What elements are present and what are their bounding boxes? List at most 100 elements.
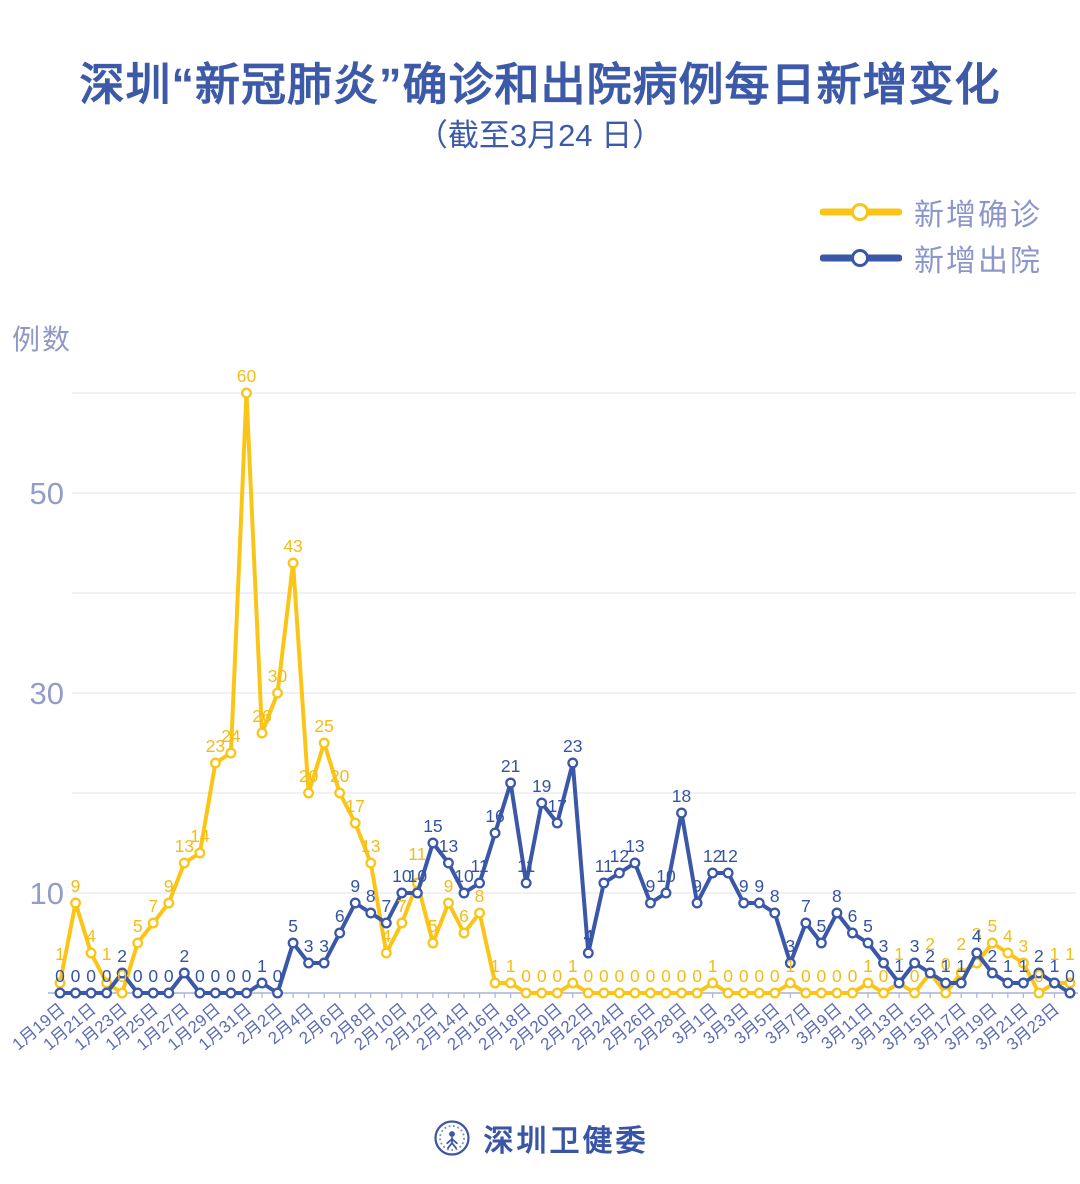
svg-text:3: 3: [1019, 936, 1029, 956]
svg-text:0: 0: [661, 966, 671, 986]
svg-text:7: 7: [148, 896, 158, 916]
gridlines: [72, 392, 1076, 894]
svg-text:14: 14: [190, 826, 210, 846]
svg-text:12: 12: [718, 846, 737, 866]
svg-text:7: 7: [397, 896, 407, 916]
svg-text:4: 4: [381, 926, 391, 946]
svg-text:0: 0: [615, 966, 625, 986]
svg-text:5: 5: [987, 916, 997, 936]
svg-text:0: 0: [226, 966, 236, 986]
svg-text:16: 16: [485, 806, 504, 826]
x-axis-labels: 1月19日1月21日1月23日1月25日1月27日1月29日1月31日2月2日2…: [9, 1000, 1063, 1055]
svg-text:3: 3: [785, 936, 795, 956]
svg-text:0: 0: [117, 966, 127, 986]
svg-text:9: 9: [692, 876, 702, 896]
svg-text:0: 0: [630, 966, 640, 986]
svg-text:20: 20: [330, 766, 350, 786]
svg-text:0: 0: [723, 966, 733, 986]
svg-text:1: 1: [1050, 944, 1060, 964]
svg-text:1: 1: [55, 944, 65, 964]
legend-label-discharged: 新增出院: [914, 245, 1042, 278]
footer: 深圳卫健委: [0, 1116, 1080, 1160]
svg-text:13: 13: [439, 836, 458, 856]
svg-text:4: 4: [972, 926, 982, 946]
legend-item-discharged: 新增出院: [820, 242, 1042, 278]
svg-text:1: 1: [490, 956, 500, 976]
svg-text:8: 8: [770, 886, 780, 906]
svg-text:1: 1: [1065, 944, 1075, 964]
svg-text:3: 3: [879, 936, 889, 956]
svg-text:0: 0: [1065, 966, 1075, 986]
svg-text:11: 11: [517, 856, 535, 876]
svg-text:10: 10: [408, 866, 428, 886]
shenzhen-health-commission-logo: [433, 1120, 470, 1156]
svg-text:9: 9: [71, 876, 81, 896]
svg-text:0: 0: [692, 966, 702, 986]
svg-text:1: 1: [894, 944, 904, 964]
svg-text:7: 7: [801, 896, 811, 916]
svg-text:12: 12: [703, 846, 722, 866]
svg-text:1: 1: [941, 956, 951, 976]
svg-text:2: 2: [956, 934, 966, 954]
svg-text:21: 21: [501, 756, 520, 776]
svg-text:9: 9: [350, 876, 360, 896]
svg-text:0: 0: [801, 966, 811, 986]
svg-text:8: 8: [832, 886, 842, 906]
legend: 新增确诊 新增出院: [820, 196, 1042, 278]
legend-item-confirmed: 新增确诊: [820, 196, 1042, 232]
svg-text:0: 0: [211, 966, 221, 986]
svg-text:1: 1: [102, 944, 112, 964]
svg-text:0: 0: [552, 966, 562, 986]
svg-text:30: 30: [268, 666, 288, 686]
svg-text:23: 23: [563, 736, 582, 756]
svg-text:10: 10: [392, 866, 412, 886]
svg-text:19: 19: [532, 776, 551, 796]
svg-text:1: 1: [568, 956, 578, 976]
svg-text:0: 0: [770, 966, 780, 986]
svg-text:10: 10: [30, 876, 64, 911]
svg-text:5: 5: [133, 916, 143, 936]
svg-text:1: 1: [863, 956, 873, 976]
discharged-markers: [54, 757, 1076, 999]
svg-text:17: 17: [547, 796, 566, 816]
svg-text:3: 3: [910, 936, 920, 956]
svg-text:1: 1: [956, 956, 966, 976]
svg-text:0: 0: [537, 966, 547, 986]
confirmed-value-labels: 1941057913142324602630432025201713471159…: [55, 366, 1075, 986]
discharged-value-labels: 0 0 0 020 0 020 0 0 0 1 053 369 8 7101015131011162111…: [55, 736, 1075, 986]
svg-text:0: 0: [102, 966, 112, 986]
svg-text:10: 10: [656, 866, 676, 886]
svg-text:2: 2: [925, 946, 935, 966]
svg-text:0: 0: [879, 966, 889, 986]
svg-text:0: 0: [55, 966, 65, 986]
svg-text:1: 1: [1003, 956, 1013, 976]
page-subtitle: （截至3月24 日）: [416, 118, 664, 153]
svg-text:1: 1: [785, 956, 795, 976]
svg-text:0: 0: [848, 966, 858, 986]
svg-text:0: 0: [86, 966, 96, 986]
svg-text:50: 50: [30, 476, 64, 511]
svg-text:0: 0: [164, 966, 174, 986]
svg-text:1: 1: [506, 956, 516, 976]
svg-text:0: 0: [739, 966, 749, 986]
svg-text:0: 0: [1034, 966, 1044, 986]
svg-text:12: 12: [610, 846, 629, 866]
svg-text:0: 0: [832, 966, 842, 986]
y-axis-unit-label: 例数: [12, 324, 73, 355]
discharged-series: [54, 757, 1076, 999]
y-axis-tick-labels: 10 30 50: [30, 476, 64, 911]
svg-text:10: 10: [454, 866, 474, 886]
svg-text:2: 2: [925, 934, 935, 954]
svg-text:13: 13: [625, 836, 644, 856]
svg-text:2: 2: [987, 946, 997, 966]
svg-text:1: 1: [257, 956, 267, 976]
svg-text:9: 9: [754, 876, 764, 896]
svg-text:0: 0: [148, 966, 158, 986]
line-chart: 1030501月19日1月21日1月23日1月25日1月27日1月29日1月31…: [9, 366, 1078, 1055]
confirmed-line-swatch: [820, 203, 902, 221]
svg-text:24: 24: [221, 726, 241, 746]
svg-text:0: 0: [941, 954, 951, 974]
svg-text:20: 20: [299, 766, 319, 786]
svg-text:8: 8: [475, 886, 485, 906]
